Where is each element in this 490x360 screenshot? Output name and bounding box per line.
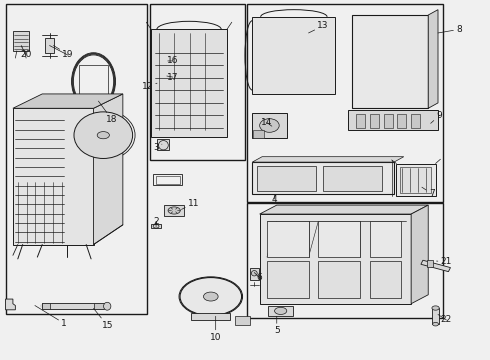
Bar	[153, 174, 182, 185]
Text: 18: 18	[98, 101, 118, 124]
Bar	[252, 17, 335, 94]
Ellipse shape	[74, 112, 133, 158]
Bar	[323, 166, 382, 191]
Bar	[164, 205, 184, 216]
Bar	[347, 110, 438, 130]
Polygon shape	[5, 299, 15, 310]
Bar	[257, 166, 316, 191]
Ellipse shape	[203, 292, 218, 301]
Polygon shape	[94, 94, 123, 244]
Ellipse shape	[274, 307, 287, 315]
Bar	[432, 308, 439, 324]
Bar	[252, 113, 287, 138]
Text: 8: 8	[438, 25, 462, 34]
Text: 3: 3	[153, 143, 162, 152]
Text: 21: 21	[437, 257, 452, 266]
Bar	[384, 114, 392, 128]
Text: 17: 17	[167, 73, 178, 82]
Ellipse shape	[251, 271, 257, 276]
Bar	[369, 221, 401, 257]
Bar	[191, 314, 230, 320]
Polygon shape	[260, 205, 428, 214]
Text: 22: 22	[438, 315, 452, 324]
Text: 14: 14	[261, 118, 272, 127]
Bar	[369, 261, 401, 298]
Bar	[13, 108, 94, 244]
Bar	[5, 4, 147, 315]
Bar	[151, 30, 227, 137]
Bar	[400, 167, 431, 193]
Bar	[150, 4, 245, 160]
Bar	[13, 31, 28, 51]
Bar	[421, 260, 450, 272]
Ellipse shape	[260, 119, 279, 132]
Text: 2: 2	[153, 217, 159, 226]
Bar	[247, 4, 443, 202]
Bar	[260, 214, 411, 304]
Bar	[396, 163, 436, 196]
Text: 15: 15	[94, 309, 113, 330]
Ellipse shape	[432, 306, 439, 310]
Bar	[318, 261, 360, 298]
Bar	[252, 162, 394, 194]
Bar	[411, 114, 420, 128]
Bar	[79, 65, 108, 98]
Text: 5: 5	[274, 316, 280, 335]
Ellipse shape	[103, 302, 111, 310]
Polygon shape	[428, 10, 438, 108]
Bar	[157, 139, 169, 150]
Bar	[267, 221, 309, 257]
Bar	[42, 303, 50, 309]
Bar	[45, 39, 54, 53]
Text: 19: 19	[53, 45, 74, 59]
Polygon shape	[13, 94, 123, 108]
Text: 10: 10	[210, 316, 221, 342]
Bar	[352, 15, 428, 108]
Bar	[356, 114, 365, 128]
Bar	[250, 268, 259, 280]
Ellipse shape	[433, 322, 439, 326]
Ellipse shape	[6, 301, 12, 308]
Text: 7: 7	[422, 187, 435, 198]
Bar	[427, 260, 433, 267]
Bar	[318, 221, 360, 257]
Bar	[397, 114, 406, 128]
Text: 1: 1	[35, 306, 67, 328]
Text: 6: 6	[254, 273, 263, 282]
Text: 11: 11	[181, 199, 199, 210]
Ellipse shape	[97, 132, 109, 139]
Text: 12: 12	[142, 82, 157, 91]
Bar	[269, 306, 293, 316]
Ellipse shape	[168, 207, 180, 214]
Text: 4: 4	[271, 194, 277, 203]
Text: 13: 13	[309, 21, 329, 33]
Bar	[235, 316, 250, 325]
Bar	[370, 114, 379, 128]
Polygon shape	[411, 205, 428, 304]
Text: 16: 16	[167, 57, 178, 66]
Bar	[253, 130, 264, 138]
Bar	[247, 203, 443, 318]
Bar	[151, 224, 161, 228]
Bar	[267, 261, 309, 298]
Bar	[156, 176, 179, 184]
Bar	[42, 303, 103, 309]
Text: 20: 20	[21, 45, 32, 59]
Ellipse shape	[179, 277, 243, 316]
Polygon shape	[252, 157, 404, 162]
Bar	[94, 303, 104, 309]
Text: 9: 9	[431, 111, 442, 123]
